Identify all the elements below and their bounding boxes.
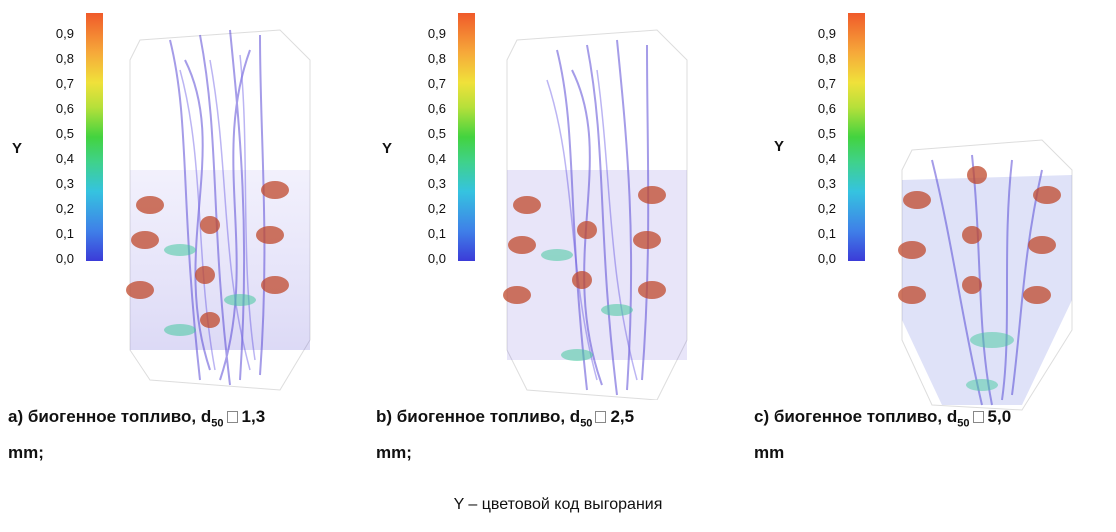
tick-label: 0,7 [55,76,74,91]
caption-value: 2,5 [610,407,635,426]
caption-text: a) биогенное топливо, d [8,407,212,426]
caption-unit: mm [754,443,785,463]
tick-label: 0,8 [427,51,446,66]
y-axis-label: Y [774,138,785,155]
tick-label: 0,3 [427,176,446,191]
caption-unit: mm; [376,443,412,463]
tick-label: 0,3 [55,176,74,191]
caption-value: 5,0 [987,407,1012,426]
panel-caption: a) биогенное топливо, d50 1,3 mm; [8,402,368,468]
tick-label: 0,2 [55,201,74,216]
tick-label: 0,2 [817,201,836,216]
caption-unit: mm; [8,443,44,463]
approx-symbol-box [226,411,238,423]
colorbar [86,13,103,261]
tick-label: 0,5 [427,126,446,141]
tick-label: 0,6 [427,101,446,116]
tick-label: 0,2 [427,201,446,216]
tick-label: 0,8 [55,51,74,66]
tick-label: 0,1 [55,226,74,241]
colorbar [458,13,475,261]
particle-trajectory-simulation-image [126,29,311,391]
approx-symbol-box [595,411,607,423]
tick-label: 0,9 [55,26,74,41]
tick-label: 0,3 [817,176,836,191]
colorbar [848,13,865,261]
particle-trajectory-simulation-image [503,29,688,400]
figure-panel-c: Y 0,9 0,8 0,7 0,6 0,5 0,4 0,3 0,2 0,1 0,… [744,0,1116,470]
panel-caption: b) биогенное топливо, d50 2,5 mm; [376,402,736,468]
tick-label: 0,5 [817,126,836,141]
tick-label: 0,5 [55,126,74,141]
panel-caption: c) биогенное топливо, d50 5,0 mm [754,402,1114,468]
figure-panel-b: Y 0,9 0,8 0,7 0,6 0,5 0,4 0,3 0,2 0,1 0,… [372,0,744,470]
particle-trajectory-simulation-image [898,139,1073,411]
tick-label: 0,4 [427,151,446,166]
tick-label: 0,0 [817,251,836,266]
tick-label: 0,0 [55,251,74,266]
caption-subscript: 50 [580,417,593,430]
tick-label: 0,1 [427,226,446,241]
caption-subscript: 50 [957,417,970,430]
tick-label: 0,1 [817,226,836,241]
tick-label: 0,7 [817,76,836,91]
tick-label: 0,6 [817,101,836,116]
tick-label: 0,6 [55,101,74,116]
y-axis-label: Y [12,140,23,157]
tick-label: 0,9 [817,26,836,41]
caption-value: 1,3 [241,407,266,426]
caption-text: c) биогенное топливо, d [754,407,958,426]
caption-subscript: 50 [211,417,224,430]
tick-label: 0,9 [427,26,446,41]
y-axis-label: Y [382,140,393,157]
tick-label: 0,4 [817,151,836,166]
tick-label: 0,4 [55,151,74,166]
caption-text: b) биогенное топливо, d [376,407,581,426]
figure-panel-a: Y 0,9 0,8 0,7 0,6 0,5 0,4 0,3 0,2 0,1 0,… [0,0,372,470]
tick-label: 0,7 [427,76,446,91]
figure-legend-note: Y – цветовой код выгорания [453,496,663,513]
tick-label: 0,0 [427,251,446,266]
approx-symbol-box [972,411,984,423]
tick-label: 0,8 [817,51,836,66]
